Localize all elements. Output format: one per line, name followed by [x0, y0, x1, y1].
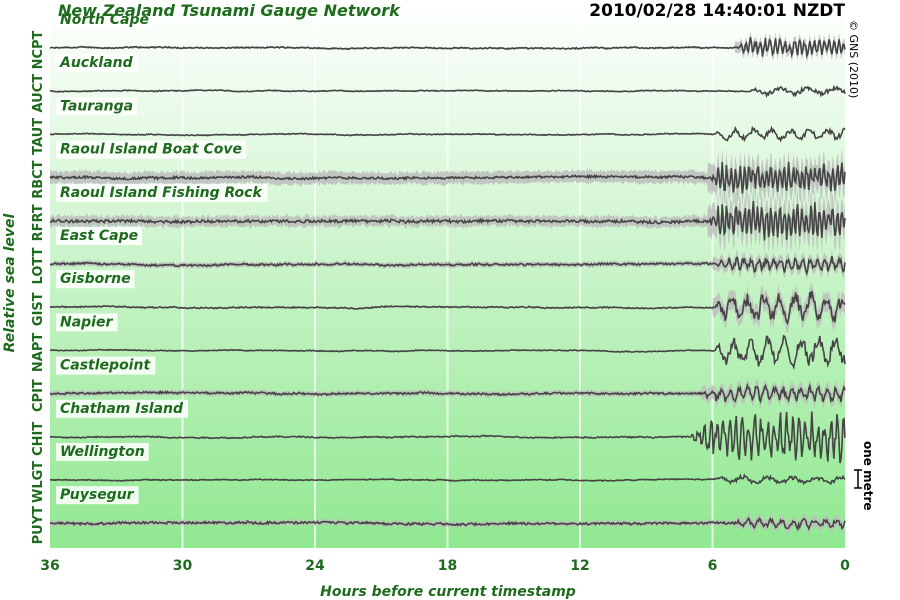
x-tick-labels: 36 30 24 18 12 6 0 [40, 558, 850, 574]
site-label-taut: Tauranga [60, 98, 133, 114]
site-label-ncpt: North Cape [60, 12, 149, 28]
site-label-bg-cpit [56, 356, 156, 375]
y-axis-label: Relative sea level [2, 213, 18, 352]
site-label-bg-napt [56, 313, 118, 332]
site-label-rbct: Raoul Island Boat Cove [60, 142, 242, 158]
site-label-bg-chit [56, 399, 189, 418]
trace-wlgt [49, 473, 846, 486]
site-label-bg-gist [56, 270, 135, 289]
station-code-napt: NAPT [31, 333, 46, 372]
station-code-chit: CHIT [31, 422, 46, 456]
station-code-taut: TAUT [31, 118, 46, 155]
scale-bar-label: one metre [861, 441, 875, 511]
trace-rfrt [49, 200, 846, 241]
x-axis-label: Hours before current timestamp [320, 584, 576, 600]
station-code-puyt: PUYT [31, 506, 46, 544]
site-label-bg-taut [56, 97, 138, 116]
station-code-ncpt: NCPT [31, 30, 46, 69]
site-label-chit: Chatham Island [60, 401, 184, 417]
station-code-rbct: RBCT [31, 160, 46, 198]
trace-napt [49, 334, 846, 370]
site-label-bg-ncpt [56, 11, 154, 29]
trace-auct [49, 84, 846, 99]
site-label-wlgt: Wellington [60, 444, 145, 460]
x-tick-label-0: 0 [840, 558, 850, 574]
scale-bar: one metre [854, 441, 875, 511]
chart-timestamp: 2010/02/28 14:40:01 NZDT [589, 1, 845, 21]
site-label-napt: Napier [60, 314, 113, 330]
station-code-rfrt: RFRT [31, 204, 46, 241]
trace-ncpt [49, 36, 846, 59]
x-tick-label-30: 30 [173, 558, 193, 574]
site-label-cpit: Castlepoint [60, 358, 151, 374]
chart-title: New Zealand Tsunami Gauge Network [58, 1, 401, 20]
station-code-gist: GIST [31, 292, 46, 326]
site-label-bg-rbct [56, 140, 246, 159]
trace-cpit [49, 382, 846, 404]
site-label-lott: East Cape [60, 228, 138, 244]
site-label-bg-lott [56, 227, 143, 245]
site-label-puyt: Puysegur [60, 487, 135, 503]
site-label-gist: Gisborne [60, 271, 131, 287]
site-label-bg-puyt [56, 486, 139, 505]
station-code-labels: NCPT AUCT TAUT RBCT RFRT LOTT GIST NAPT CPIT CHIT… [31, 30, 46, 544]
trace-rbct [49, 161, 846, 194]
copyright-notice: © GNS (2010) [847, 20, 860, 98]
x-tick-label-6: 6 [708, 558, 718, 574]
x-tick-label-36: 36 [40, 558, 59, 574]
trace-gist [49, 290, 846, 326]
trace-lott [49, 255, 846, 277]
trace-taut [49, 125, 846, 143]
site-label-bg-auct [55, 54, 138, 73]
site-label-rfrt: Raoul Island Fishing Rock [60, 185, 263, 201]
station-code-lott: LOTT [31, 247, 46, 284]
station-code-cpit: CPIT [31, 379, 46, 412]
gauge-traces [49, 31, 846, 535]
x-tick-label-18: 18 [438, 558, 457, 574]
trace-puyt [49, 516, 846, 532]
x-tick-label-24: 24 [305, 558, 325, 574]
site-label-bg-rfrt [56, 183, 268, 202]
station-code-wlgt: WLGT [31, 461, 46, 503]
site-labels: North Cape Auckland Tauranga Raoul Island B… [55, 11, 268, 505]
trace-chit [49, 411, 846, 464]
site-label-auct: Auckland [59, 55, 134, 71]
x-tick-label-12: 12 [570, 558, 589, 574]
site-label-bg-wlgt [56, 443, 149, 461]
station-code-auct: AUCT [31, 74, 46, 113]
